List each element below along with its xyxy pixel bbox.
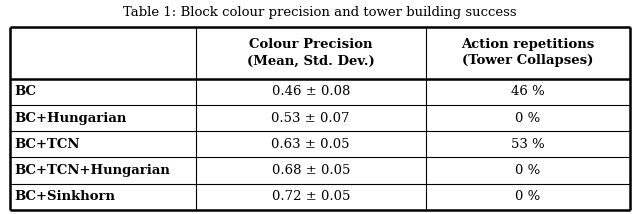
Text: 0.68 ± 0.05: 0.68 ± 0.05 bbox=[271, 164, 350, 177]
Text: Action repetitions
(Tower Collapses): Action repetitions (Tower Collapses) bbox=[461, 38, 595, 67]
Text: 0.53 ± 0.07: 0.53 ± 0.07 bbox=[271, 112, 350, 125]
Text: BC+TCN+Hungarian: BC+TCN+Hungarian bbox=[15, 164, 171, 177]
Text: Table 1: Block colour precision and tower building success: Table 1: Block colour precision and towe… bbox=[123, 6, 517, 19]
Text: 0.72 ± 0.05: 0.72 ± 0.05 bbox=[271, 190, 350, 203]
Text: BC+Sinkhorn: BC+Sinkhorn bbox=[15, 190, 116, 203]
Text: 0 %: 0 % bbox=[515, 190, 541, 203]
Text: 46 %: 46 % bbox=[511, 85, 545, 98]
Text: Colour Precision
(Mean, Std. Dev.): Colour Precision (Mean, Std. Dev.) bbox=[247, 38, 374, 67]
Text: 0 %: 0 % bbox=[515, 112, 541, 125]
Text: 0.63 ± 0.05: 0.63 ± 0.05 bbox=[271, 138, 350, 151]
Text: BC+TCN: BC+TCN bbox=[15, 138, 80, 151]
Text: 0 %: 0 % bbox=[515, 164, 541, 177]
Text: BC: BC bbox=[15, 85, 36, 98]
Text: BC+Hungarian: BC+Hungarian bbox=[15, 112, 127, 125]
Text: 53 %: 53 % bbox=[511, 138, 545, 151]
Text: 0.46 ± 0.08: 0.46 ± 0.08 bbox=[271, 85, 350, 98]
